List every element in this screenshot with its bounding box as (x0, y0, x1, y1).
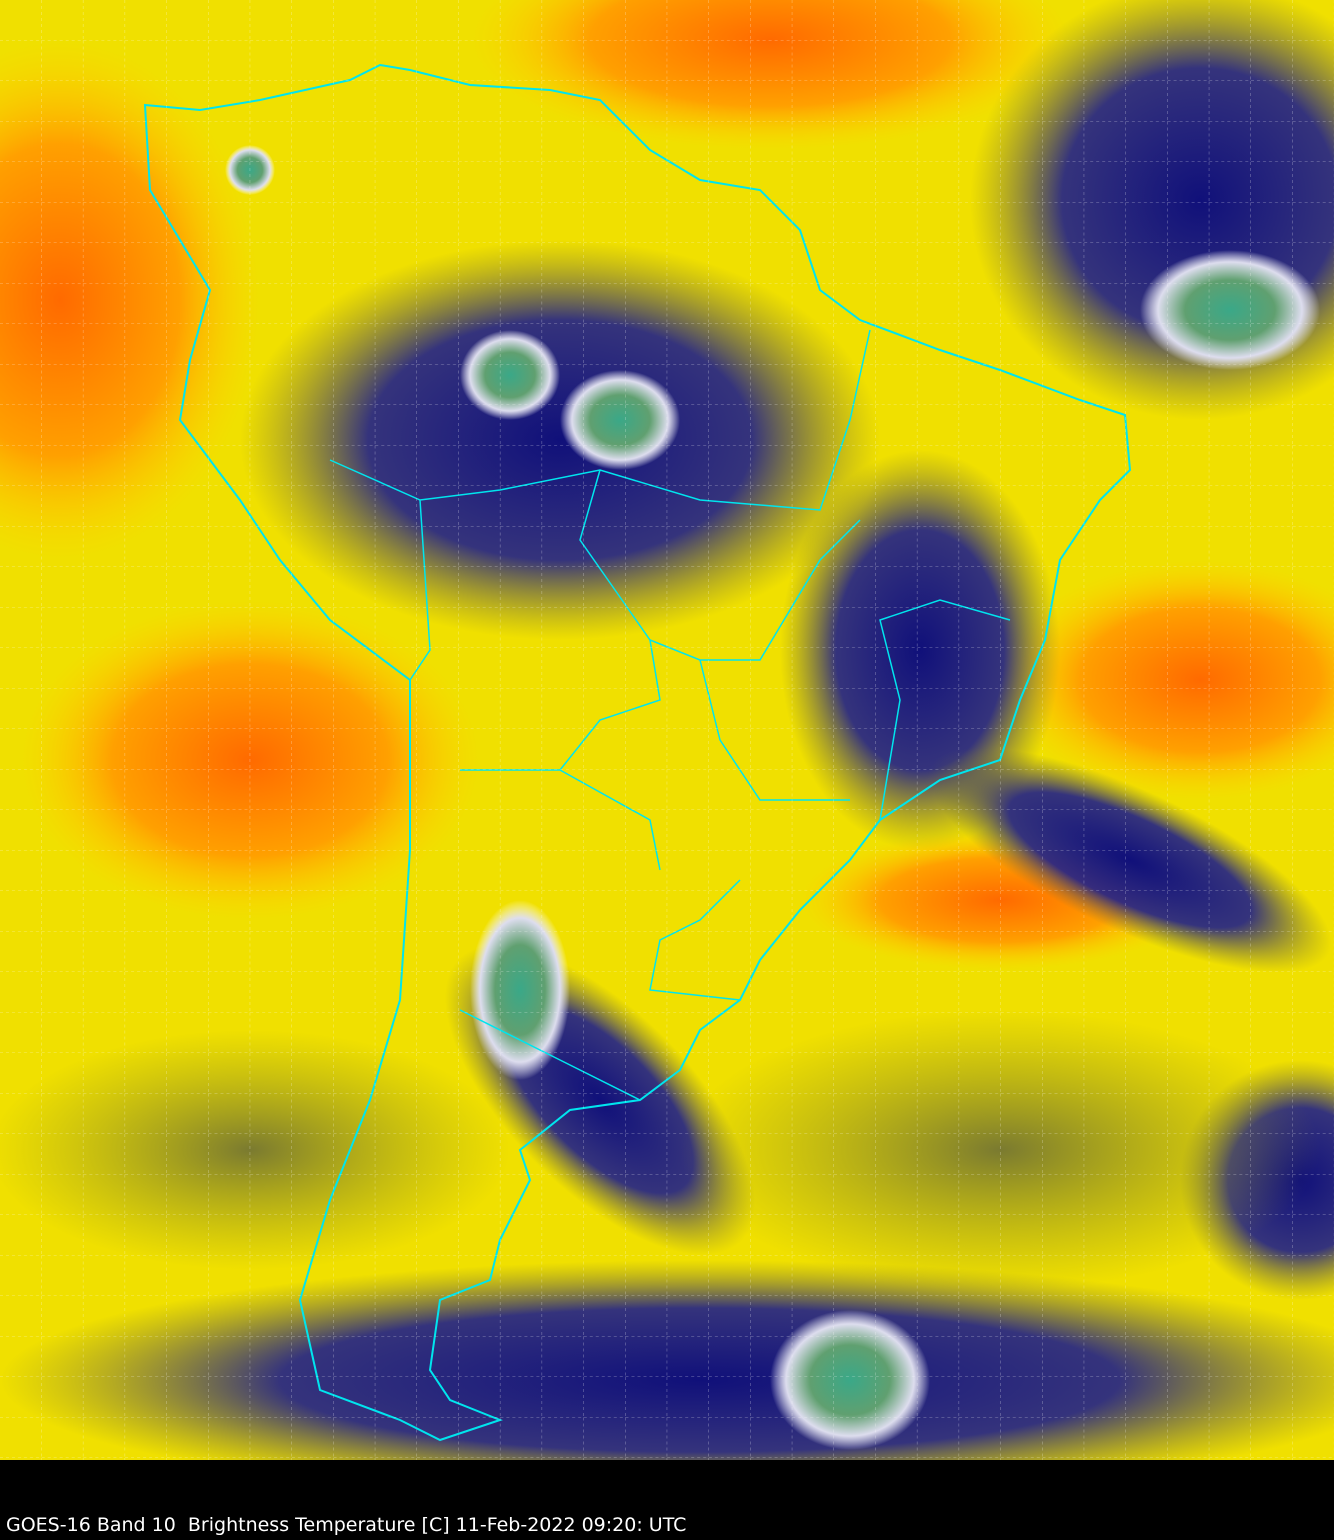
lat-lon-grid (0, 0, 1334, 1460)
satellite-image (0, 0, 1334, 1460)
image-caption: GOES-16 Band 10 Brightness Temperature [… (6, 1514, 687, 1536)
